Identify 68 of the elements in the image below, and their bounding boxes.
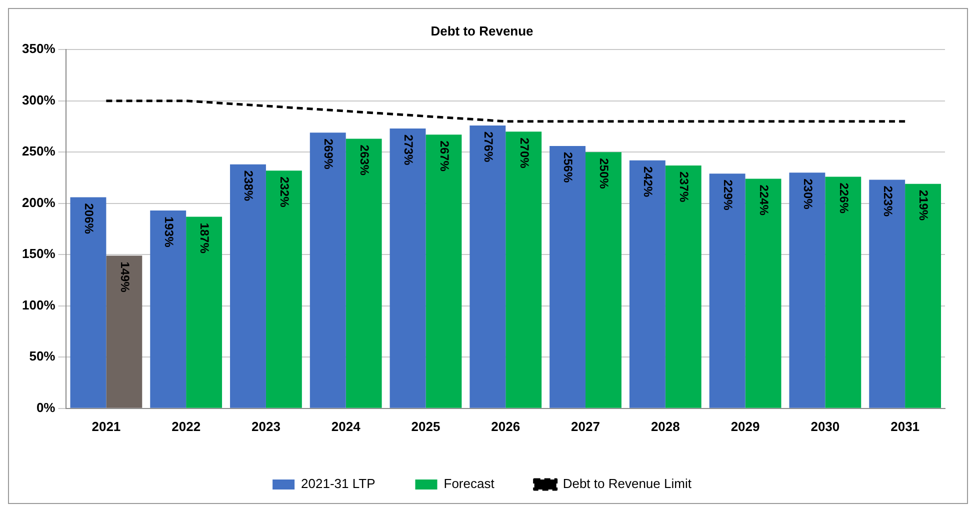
bar <box>905 184 942 408</box>
data-label: 238% <box>242 170 256 202</box>
x-tick-label: 2022 <box>172 418 201 434</box>
y-tick-label: 0% <box>36 400 56 415</box>
y-tick-label: 100% <box>22 297 56 312</box>
y-tick-label: 250% <box>22 144 56 159</box>
data-label: 229% <box>720 180 735 211</box>
bar <box>709 174 746 408</box>
chart-title: Debt to Revenue <box>430 23 534 38</box>
bar <box>869 180 906 408</box>
x-tick-label: 2024 <box>331 418 362 434</box>
bar <box>665 165 702 408</box>
y-tick-label: 200% <box>22 194 56 210</box>
data-label: 269% <box>322 138 336 170</box>
x-tick-label: 2029 <box>730 418 760 434</box>
bar <box>550 146 586 408</box>
y-tick-label: 50% <box>29 348 56 364</box>
bar <box>310 132 346 408</box>
x-tick-label: 2031 <box>890 418 920 434</box>
x-tick-label: 2026 <box>491 418 520 434</box>
data-label: 242% <box>641 166 656 198</box>
bar <box>230 164 266 408</box>
data-label: 223% <box>880 186 895 217</box>
legend-label: 2021-31 LTP <box>301 476 376 492</box>
bar <box>266 170 302 408</box>
data-label: 273% <box>401 134 416 166</box>
data-label: 226% <box>836 182 851 214</box>
bar <box>390 128 426 408</box>
data-label: 193% <box>162 216 176 248</box>
bar <box>470 125 506 408</box>
legend-label: Forecast <box>444 476 495 492</box>
y-tick-label: 300% <box>22 92 56 108</box>
data-label: 232% <box>278 176 292 208</box>
y-tick-label: 350% <box>22 41 56 56</box>
x-tick-label: 2023 <box>252 418 280 434</box>
data-label: 267% <box>437 140 452 172</box>
bar <box>789 172 826 408</box>
data-label: 237% <box>677 171 692 202</box>
data-label: 219% <box>916 190 931 221</box>
x-tick-label: 2025 <box>411 418 440 434</box>
y-tick-label: 150% <box>22 246 56 262</box>
bar <box>629 160 666 408</box>
bar <box>506 132 542 408</box>
data-label: 224% <box>756 184 771 216</box>
data-label: 276% <box>481 131 496 162</box>
line-series <box>104 100 906 123</box>
legend-label: Debt to Revenue Limit <box>562 476 692 492</box>
data-label: 206% <box>82 203 96 234</box>
data-label: 250% <box>597 158 612 190</box>
bar <box>346 138 382 408</box>
data-label: 256% <box>561 152 576 183</box>
bar <box>106 256 142 408</box>
x-tick-label: 2027 <box>571 418 600 434</box>
bar <box>586 152 622 408</box>
x-tick-label: 2028 <box>650 418 680 434</box>
data-label: 149% <box>118 262 132 293</box>
x-tick-label: 2021 <box>92 418 121 434</box>
data-label: 187% <box>198 222 212 254</box>
bar <box>186 216 222 408</box>
bar <box>825 176 862 408</box>
bar <box>426 134 462 408</box>
bar <box>745 178 782 408</box>
x-tick-label: 2030 <box>810 418 840 434</box>
data-label: 230% <box>800 178 815 210</box>
bar <box>150 210 186 408</box>
data-label: 270% <box>517 138 532 169</box>
data-label: 263% <box>358 144 372 176</box>
bar <box>70 197 106 408</box>
